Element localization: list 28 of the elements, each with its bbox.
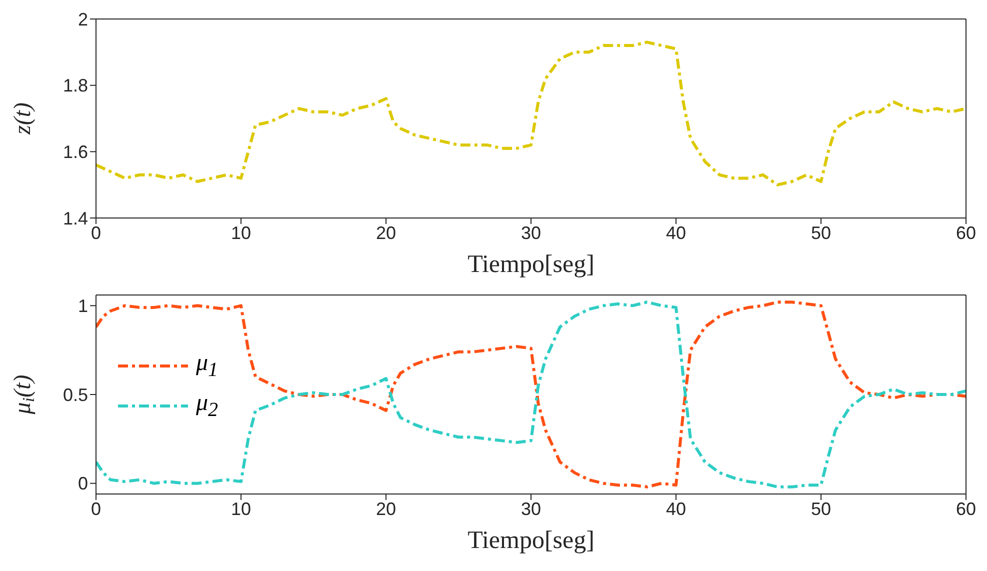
legend-label: μ$_{2}$ — [196, 390, 218, 422]
y-tick-label: 1.8 — [62, 76, 88, 96]
x-tick-label: 40 — [666, 222, 686, 243]
x-axis-title: Tiempo[seg] — [468, 527, 594, 554]
x-tick-label: 30 — [520, 222, 542, 243]
legend-label: μ$_{1}$ — [196, 350, 218, 382]
x-tick-label: 10 — [230, 498, 252, 519]
y-tick-label: 1.4 — [62, 208, 88, 228]
x-tick-label: 50 — [810, 498, 832, 519]
x-axis-title: Tiempo[seg] — [468, 251, 594, 278]
y-tick-label: 0 — [78, 474, 88, 494]
x-tick-label: 10 — [230, 222, 252, 243]
y-axis-title: z(t) — [10, 102, 36, 136]
y-tick-label: 1.6 — [62, 142, 88, 162]
y-tick-label: 1 — [78, 296, 88, 316]
x-tick-label: 0 — [90, 222, 102, 243]
x-tick-label: 0 — [90, 498, 102, 519]
line-series — [96, 300, 966, 488]
x-tick-label: 20 — [376, 498, 396, 519]
y-tick-label: 2 — [78, 9, 88, 30]
x-tick-label: 60 — [956, 498, 976, 519]
x-tick-label: 30 — [520, 498, 542, 519]
x-tick-label: 20 — [376, 222, 396, 243]
x-tick-label: 50 — [810, 222, 832, 243]
line-series — [96, 40, 966, 186]
y-tick-label: 0.5 — [62, 384, 88, 405]
x-tick-label: 40 — [666, 498, 686, 519]
x-tick-label: 60 — [956, 222, 976, 243]
